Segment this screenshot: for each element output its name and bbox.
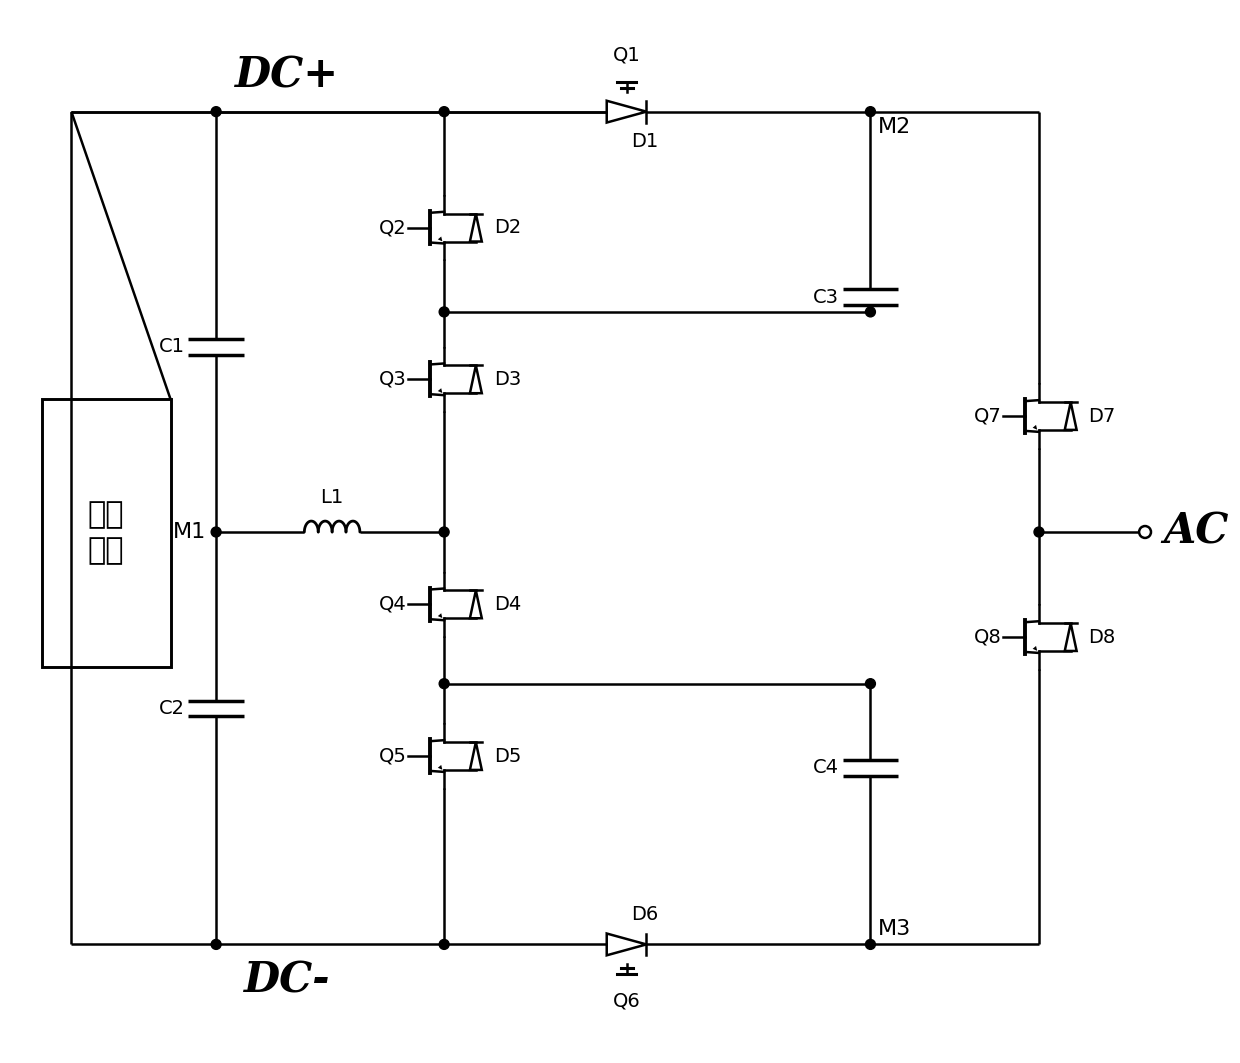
Text: Q5: Q5 <box>378 746 407 765</box>
Circle shape <box>439 307 449 317</box>
Text: 直流: 直流 <box>88 501 124 529</box>
Text: D5: D5 <box>494 746 521 765</box>
Text: AC: AC <box>1163 511 1229 553</box>
Circle shape <box>439 678 449 689</box>
Circle shape <box>1034 527 1044 537</box>
Text: D1: D1 <box>631 132 658 151</box>
Text: D6: D6 <box>631 906 658 924</box>
Text: M3: M3 <box>878 919 911 940</box>
Circle shape <box>866 940 875 949</box>
Circle shape <box>211 527 221 537</box>
Circle shape <box>866 307 875 317</box>
Text: DC+: DC+ <box>236 55 340 97</box>
Text: Q4: Q4 <box>378 595 407 613</box>
Circle shape <box>866 106 875 117</box>
Text: Q7: Q7 <box>973 406 1001 425</box>
Text: D3: D3 <box>494 370 521 389</box>
Circle shape <box>866 678 875 689</box>
Text: Q3: Q3 <box>378 370 407 389</box>
Text: M2: M2 <box>878 117 911 137</box>
Text: M1: M1 <box>172 522 206 542</box>
Text: D8: D8 <box>1089 627 1116 646</box>
Circle shape <box>1140 526 1151 538</box>
Circle shape <box>439 527 449 537</box>
Text: C2: C2 <box>159 699 185 718</box>
Text: DC-: DC- <box>244 959 331 1001</box>
Circle shape <box>439 940 449 949</box>
Bar <box>42 399 171 667</box>
Text: D4: D4 <box>494 595 521 613</box>
Text: 电源: 电源 <box>88 537 124 566</box>
Text: D7: D7 <box>1089 406 1116 425</box>
Text: C3: C3 <box>812 287 838 306</box>
Circle shape <box>439 106 449 117</box>
Text: Q2: Q2 <box>378 218 407 237</box>
Circle shape <box>211 106 221 117</box>
Circle shape <box>211 940 221 949</box>
Text: C1: C1 <box>159 337 185 356</box>
Text: Q6: Q6 <box>613 992 640 1011</box>
Text: D2: D2 <box>494 218 521 237</box>
Text: C4: C4 <box>812 758 838 777</box>
Text: Q8: Q8 <box>973 627 1001 646</box>
Text: L1: L1 <box>320 488 343 507</box>
Text: Q1: Q1 <box>613 45 640 64</box>
